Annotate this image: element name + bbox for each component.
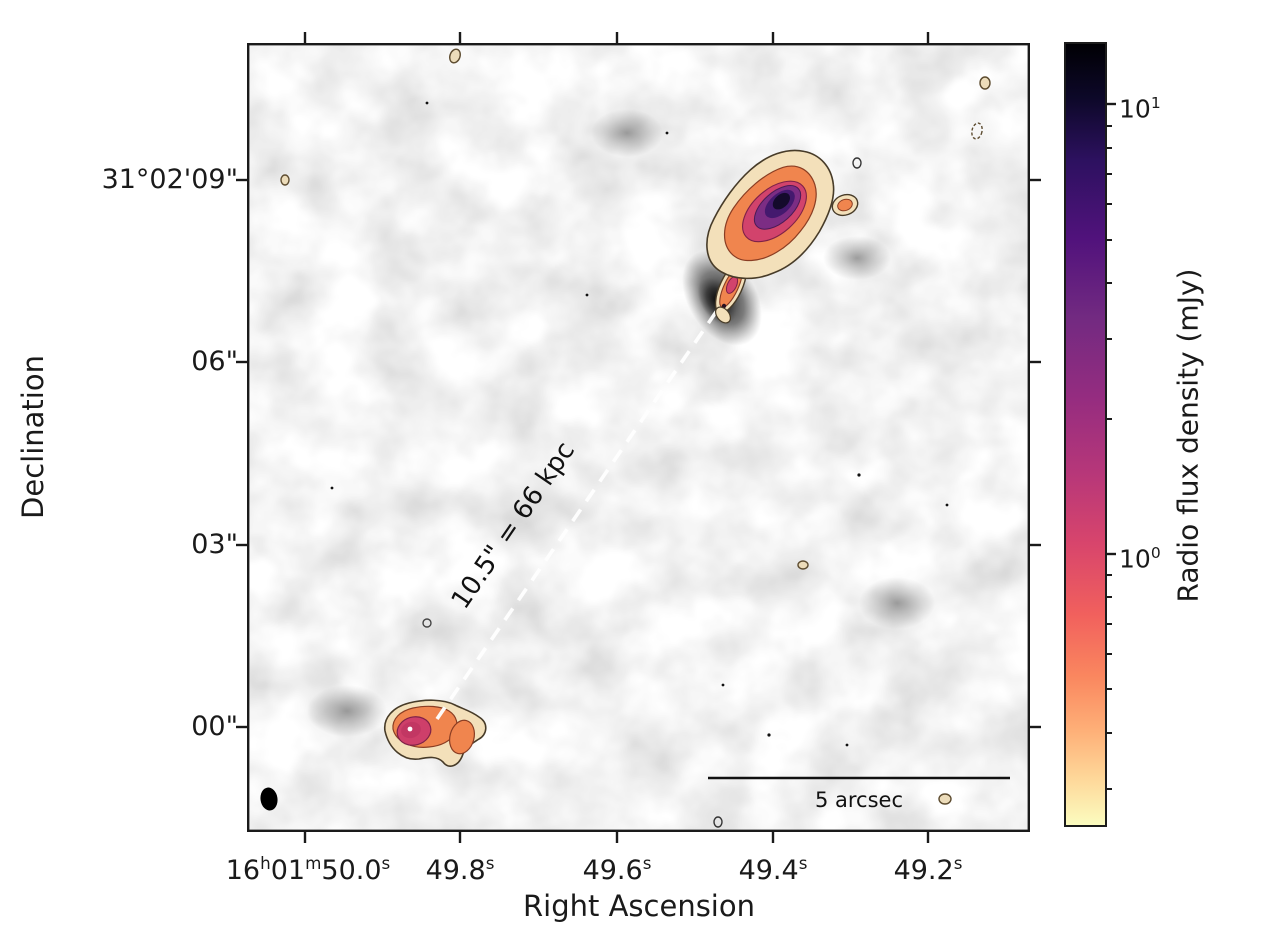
- ra-minutes: 01: [270, 855, 306, 886]
- southern-lobe-peak-marker: [407, 726, 413, 732]
- ra-value: 49.4: [738, 855, 799, 886]
- ra-value: 49.2: [893, 855, 954, 886]
- x-axis-label: Right Ascension: [523, 889, 755, 923]
- companion-blob-contours: [831, 193, 859, 217]
- colorbar-tick-10e0: 100: [1119, 538, 1161, 574]
- xtick-label-49.6s: 49.6s: [537, 847, 697, 887]
- ra-s-sup: s: [953, 853, 963, 873]
- northern-lobe-peak: [772, 192, 790, 210]
- ra-value: 49.8: [425, 855, 486, 886]
- xtick-label-49.8s: 49.8s: [380, 847, 540, 887]
- ra-hours: 16: [225, 855, 261, 886]
- scale-bar: 5 arcsec: [708, 776, 1010, 812]
- ra-s-sup: s: [642, 853, 652, 873]
- beam-ellipse: [260, 787, 278, 811]
- ra-seconds: 50.0: [321, 855, 382, 886]
- ytick-label-09: 31°02'09": [101, 164, 238, 195]
- colorbar-axis-label: Radio flux density (mJy): [1171, 268, 1205, 603]
- ra-m-sup: m: [305, 853, 322, 873]
- ytick-label-00: 00": [191, 711, 238, 742]
- northern-lobe-contours: [706, 149, 835, 280]
- cb-base: 10: [1119, 94, 1151, 124]
- xtick-label-49.4s: 49.4s: [693, 847, 853, 887]
- xtick-label-50.0s: 16h01m50.0s: [168, 847, 448, 887]
- noise-specks: [330, 101, 949, 747]
- ra-s-sup: s: [381, 853, 391, 873]
- noise-contours: [280, 48, 991, 828]
- xtick-label-49.2s: 49.2s: [848, 847, 1008, 887]
- ra-s-sup: s: [485, 853, 495, 873]
- plot-frame: [247, 43, 1030, 832]
- ra-s-sup: s: [798, 853, 808, 873]
- cb-exp: 0: [1150, 544, 1161, 562]
- ytick-label-06: 06": [191, 346, 238, 377]
- sky-map-canvas: 10.5" = 66 kpc: [247, 43, 1030, 832]
- ra-value: 49.6: [582, 855, 643, 886]
- sky-map-panel: 10.5" = 66 kpc: [247, 43, 1030, 832]
- ra-h-sup: h: [260, 853, 271, 873]
- colorbar-gradient: [1064, 42, 1107, 827]
- scale-bar-label: 5 arcsec: [815, 788, 903, 812]
- cb-exp: 1: [1150, 94, 1161, 112]
- southern-lobe-contours: [384, 699, 487, 767]
- cb-base: 10: [1119, 544, 1151, 574]
- ytick-label-03: 03": [191, 529, 238, 560]
- colorbar-tick-10e1: 101: [1119, 88, 1161, 124]
- y-axis-label: Declination: [16, 355, 50, 519]
